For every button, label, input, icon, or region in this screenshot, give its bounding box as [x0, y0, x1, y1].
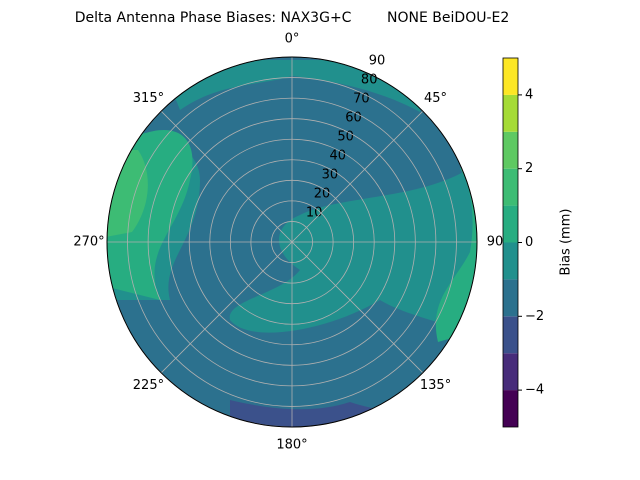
grid-spoke	[291, 110, 424, 243]
colorbar-segment	[503, 205, 518, 243]
theta-tick-label: 135°	[420, 378, 451, 393]
colorbar-segment	[503, 242, 518, 280]
grid-spoke	[160, 241, 293, 374]
r-tick-label: 70	[353, 92, 370, 107]
colorbar-tick-label: 2	[525, 161, 533, 176]
colorbar-segment	[503, 279, 518, 317]
colorbar-tick-label: −4	[525, 383, 544, 398]
theta-tick-label: 0°	[285, 32, 300, 47]
grid-spoke	[160, 110, 293, 243]
colorbar-segment	[503, 390, 518, 427]
theta-tick-label: 225°	[133, 378, 164, 393]
polar-frame	[106, 56, 478, 428]
colorbar-tick-label: 0	[525, 235, 533, 250]
contour-region	[229, 168, 477, 333]
r-tick-label: 10	[306, 206, 323, 221]
overlay: 1020304050607080900°45°90135°180°225°270…	[73, 32, 544, 453]
colorbar-segment	[503, 353, 518, 391]
r-tick-label: 60	[345, 111, 362, 126]
colorbar-tick-label: 4	[525, 87, 533, 102]
r-tick-label: 50	[337, 130, 354, 145]
colorbar-segment	[503, 168, 518, 206]
theta-tick-label: 45°	[424, 91, 447, 106]
colorbar-segment	[503, 131, 518, 169]
colorbar-tick-label: −2	[525, 309, 544, 324]
theta-tick-label: 180°	[276, 438, 307, 453]
colorbar-segment	[503, 316, 518, 354]
r-tick-label: 40	[329, 149, 346, 164]
r-tick-label: 20	[314, 187, 331, 202]
colorbar-segment	[503, 94, 518, 132]
r-tick-label: 30	[322, 168, 339, 183]
theta-tick-label: 90	[487, 235, 504, 250]
grid-spoke	[291, 241, 424, 374]
colorbar-label: Bias (mm)	[559, 209, 574, 276]
theta-tick-label: 315°	[133, 91, 164, 106]
r-tick-label: 90	[369, 54, 386, 69]
colorbar-segment	[503, 58, 518, 95]
r-tick-label: 80	[361, 73, 378, 88]
theta-tick-label: 270°	[73, 235, 104, 250]
contour-region	[160, 60, 430, 112]
chart-title: Delta Antenna Phase Biases: NAX3G+C NONE…	[75, 10, 510, 26]
